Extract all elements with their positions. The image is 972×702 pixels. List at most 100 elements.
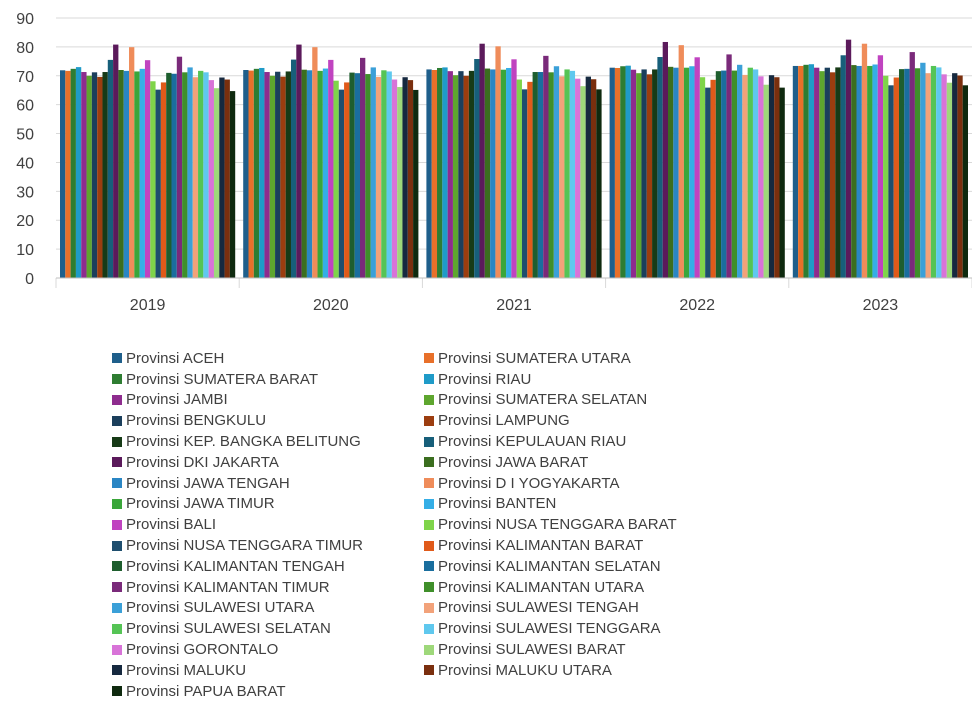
legend-swatch — [112, 457, 122, 468]
bar — [213, 88, 220, 278]
bar — [957, 75, 963, 278]
legend-swatch — [112, 436, 122, 447]
bar — [883, 75, 889, 279]
y-tick-label: 40 — [16, 155, 34, 172]
legend-item: Provinsi SUMATERA UTARA — [424, 348, 732, 369]
legend-item: Provinsi JAWA TENGAH — [112, 473, 424, 494]
bar — [102, 72, 108, 279]
bar — [426, 69, 432, 278]
bar — [452, 75, 459, 278]
bar — [662, 41, 668, 278]
legend-swatch — [424, 478, 434, 489]
bar — [861, 43, 868, 278]
bar — [333, 80, 339, 278]
legend-swatch — [424, 353, 434, 364]
legend-item: Provinsi DKI JAKARTA — [112, 452, 424, 473]
legend-item: Provinsi SULAWESI UTARA — [112, 598, 424, 619]
y-tick-label: 90 — [16, 11, 34, 28]
bar — [763, 84, 769, 278]
bar — [721, 70, 727, 278]
bar — [936, 67, 942, 279]
bar — [521, 89, 528, 278]
bar — [386, 71, 392, 278]
bar — [86, 75, 92, 279]
legend-label: Provinsi JAWA TENGAH — [126, 474, 290, 492]
bar — [580, 86, 586, 278]
legend-item: Provinsi KALIMANTAN SELATAN — [424, 556, 732, 577]
bar — [710, 79, 716, 278]
legend-swatch — [424, 457, 434, 468]
legend-label: Provinsi SUMATERA SELATAN — [438, 391, 648, 409]
bar — [75, 67, 82, 278]
bar — [867, 65, 873, 278]
bar — [97, 76, 103, 278]
bar — [768, 75, 775, 278]
bar — [391, 79, 398, 279]
legend-swatch — [112, 686, 122, 697]
legend-swatch — [112, 582, 122, 593]
legend-label: Provinsi MALUKU UTARA — [438, 661, 612, 679]
legend-swatch — [424, 582, 434, 593]
legend-swatch — [112, 665, 122, 676]
legend-label: Provinsi BALI — [126, 516, 217, 534]
bar — [91, 72, 98, 278]
bar — [930, 65, 937, 278]
bar — [737, 64, 743, 278]
legend-swatch — [112, 353, 122, 364]
bar — [192, 77, 199, 278]
bar — [306, 70, 313, 279]
y-tick-label: 10 — [16, 242, 34, 259]
bar — [275, 71, 281, 278]
chart-legend: Provinsi ACEH Provinsi SUMATERA UTARA Prov… — [112, 348, 732, 702]
bar — [952, 73, 958, 278]
bar — [752, 69, 759, 278]
bar — [328, 59, 334, 279]
bar — [290, 59, 297, 278]
bar — [187, 67, 193, 279]
legend-swatch — [112, 540, 122, 551]
bar — [668, 66, 674, 278]
legend-item: Provinsi JAMBI — [112, 390, 424, 411]
bar — [699, 77, 706, 278]
bar — [349, 72, 355, 278]
bar — [673, 67, 679, 278]
legend-label: Provinsi MALUKU — [126, 661, 247, 679]
bar — [219, 77, 225, 278]
legend-swatch — [424, 602, 434, 613]
bar — [144, 60, 151, 278]
bar — [248, 70, 254, 278]
bar — [845, 39, 852, 278]
legend-swatch — [112, 644, 122, 655]
bar — [808, 64, 815, 278]
legend-item: Provinsi SULAWESI SELATAN — [112, 618, 424, 639]
bar — [559, 76, 565, 278]
x-tick-label: 2023 — [863, 297, 899, 314]
legend-item: Provinsi BALI — [112, 514, 424, 535]
bar — [678, 45, 684, 279]
bar — [338, 89, 345, 279]
legend-label: Provinsi KALIMANTAN SELATAN — [438, 557, 661, 575]
legend-item: Provinsi NUSA TENGGARA TIMUR — [112, 535, 424, 556]
legend-label: Provinsi JAWA TIMUR — [126, 495, 275, 513]
legend-swatch — [424, 644, 434, 655]
bar — [134, 71, 140, 278]
bar — [898, 69, 905, 278]
bar — [652, 69, 658, 278]
legend-swatch — [112, 561, 122, 572]
legend-item: Provinsi RIAU — [424, 369, 732, 390]
bar — [269, 75, 276, 279]
x-tick-label: 2021 — [496, 297, 532, 314]
legend-label: Provinsi SULAWESI TENGGARA — [438, 620, 661, 638]
legend-label: Provinsi D I YOGYAKARTA — [438, 474, 620, 492]
bar — [160, 82, 167, 278]
legend-label: Provinsi RIAU — [438, 370, 532, 388]
legend-swatch — [424, 540, 434, 551]
bar — [941, 74, 947, 278]
bar — [856, 65, 862, 278]
bar — [893, 77, 899, 278]
bar — [909, 52, 915, 278]
bar — [835, 67, 841, 279]
bar — [139, 68, 145, 278]
legend-swatch — [424, 623, 434, 634]
legend-label: Provinsi KALIMANTAN BARAT — [438, 537, 644, 555]
